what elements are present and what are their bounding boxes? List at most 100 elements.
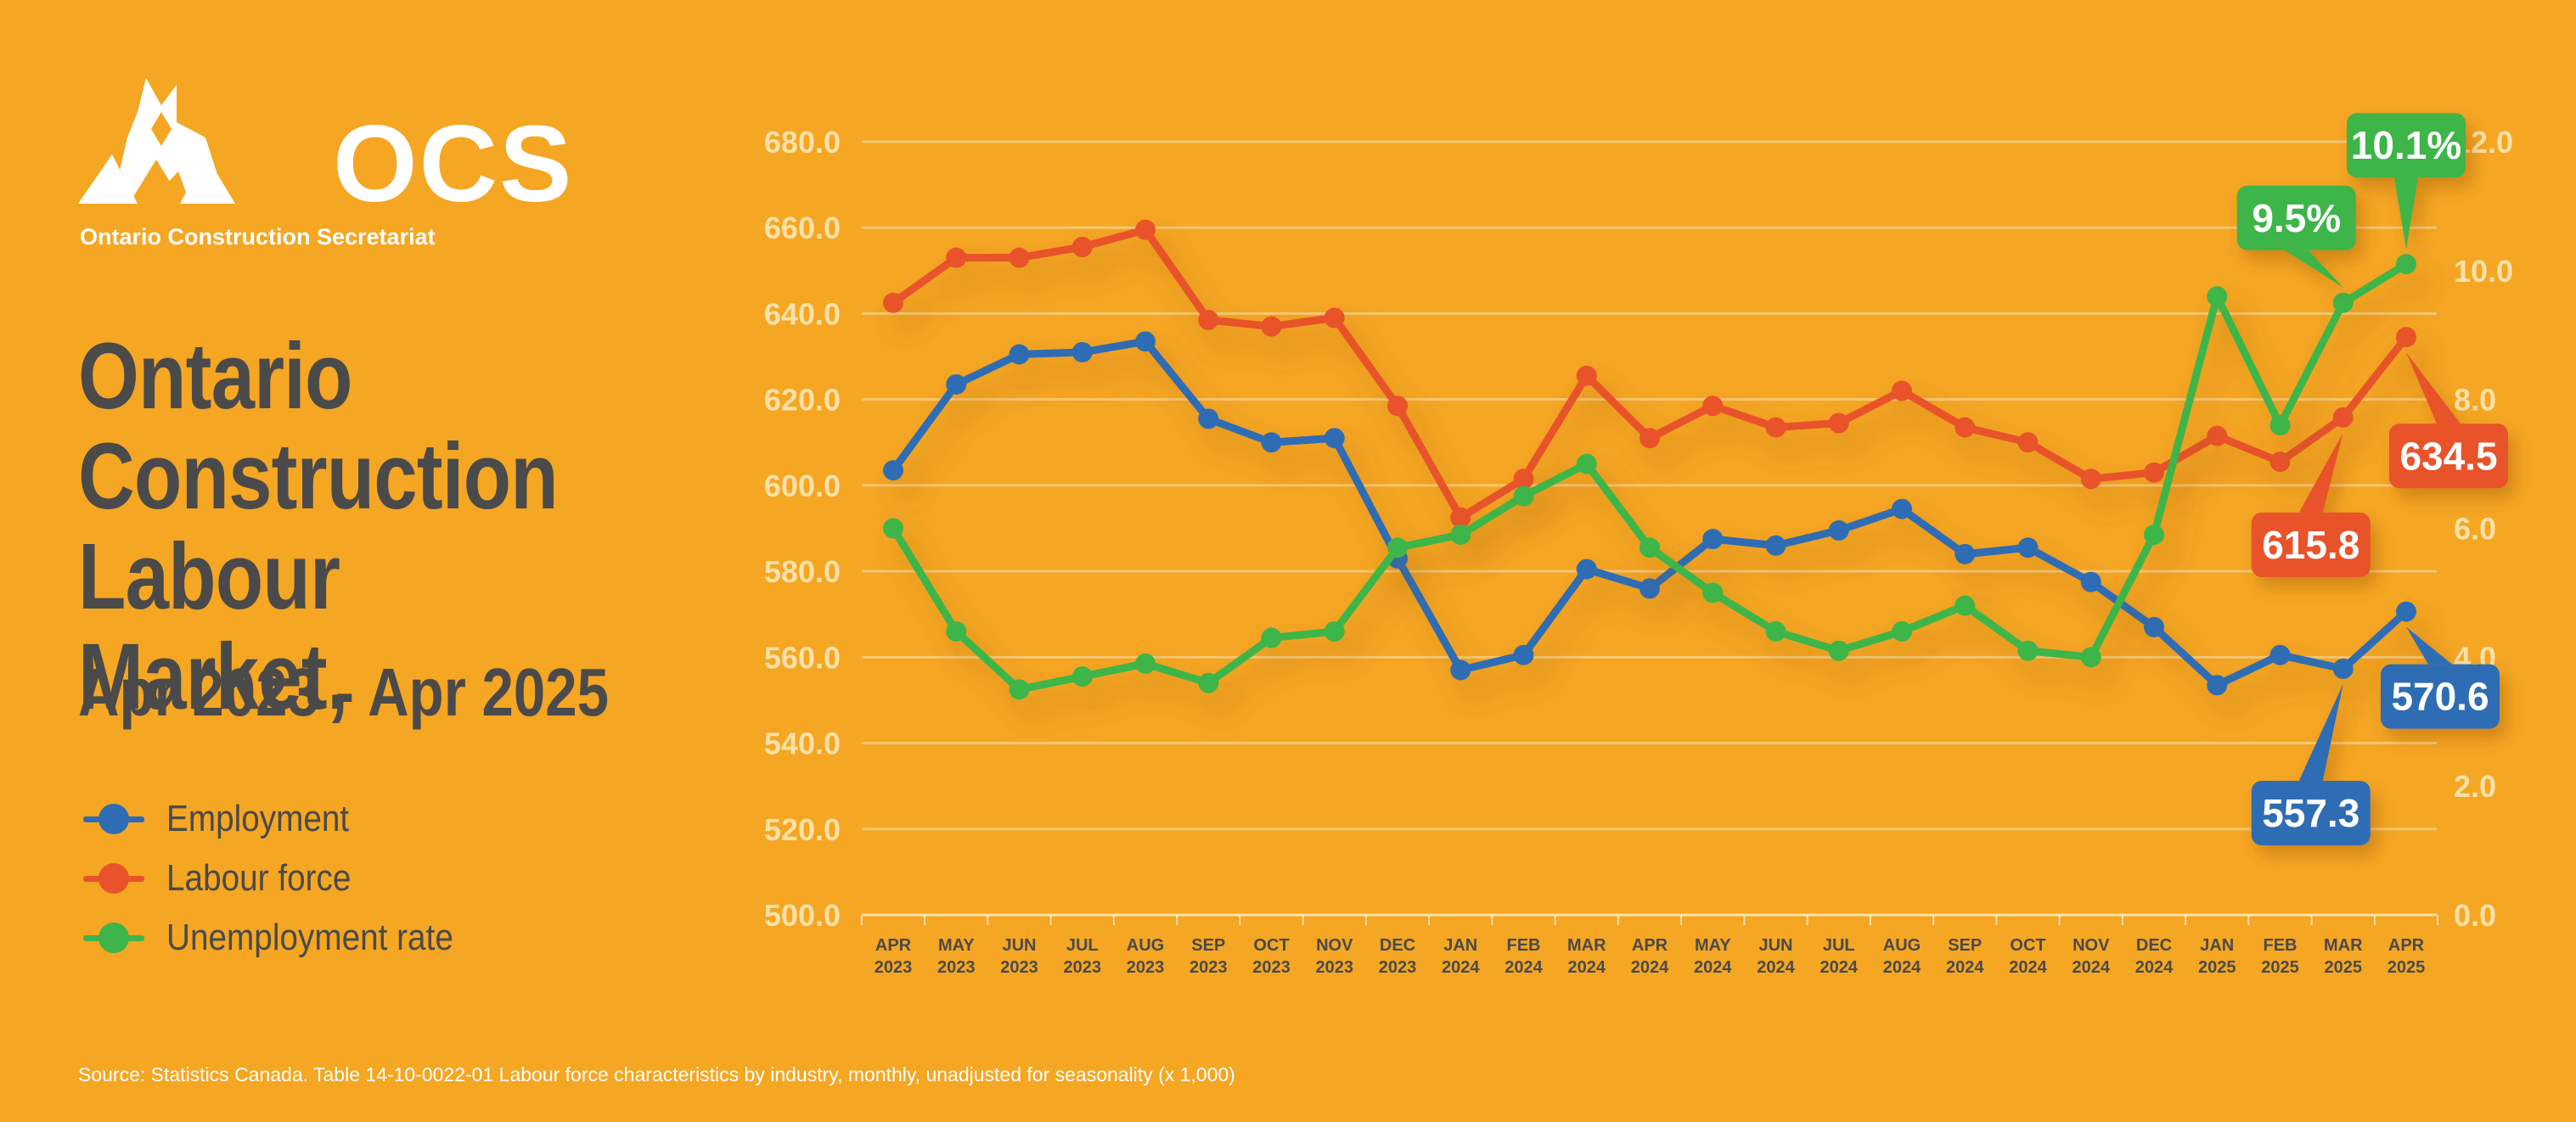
data-point — [1576, 558, 1597, 580]
y-right-tick-label: 2.0 — [2454, 769, 2496, 804]
page-subtitle: Apr 2023 - Apr 2025 — [78, 654, 610, 730]
y-left-tick-label: 560.0 — [764, 640, 841, 675]
x-tick-label-month: OCT — [1253, 936, 1289, 955]
x-tick-label-month: JAN — [1443, 936, 1477, 955]
callout-pointer — [2298, 683, 2343, 781]
y-left-tick-label: 500.0 — [764, 898, 841, 933]
data-point — [1892, 380, 1912, 401]
x-tick-label-year: 2024 — [1631, 958, 1669, 977]
data-point — [1640, 537, 1660, 558]
legend-item-labour-force: Labour force — [83, 849, 492, 908]
callout-text: 615.8 — [2262, 523, 2359, 567]
data-point — [1009, 344, 1030, 365]
data-point — [1450, 525, 1471, 546]
callout-pointer — [2406, 626, 2452, 665]
series — [883, 219, 2416, 700]
data-point — [2396, 254, 2416, 275]
data-point — [2080, 468, 2101, 490]
series-labour-force — [883, 219, 2416, 528]
data-point — [2332, 658, 2354, 679]
data-point — [2332, 292, 2354, 313]
x-tick-label-year: 2023 — [1252, 958, 1291, 977]
callout-box — [2389, 424, 2508, 489]
x-tick-label-year: 2024 — [2135, 958, 2174, 977]
x-tick-label-month: OCT — [2010, 936, 2045, 955]
data-point — [1324, 620, 1345, 642]
x-tick-label-month: DEC — [1380, 936, 1415, 955]
y-left-tick-label: 540.0 — [764, 726, 841, 761]
x-tick-label-month: MAY — [1695, 936, 1731, 955]
data-point — [1702, 529, 1724, 550]
x-tick-label-year: 2024 — [1442, 958, 1480, 977]
data-point — [2017, 640, 2039, 661]
x-tick-label-month: AUG — [1127, 936, 1164, 955]
legend-swatch-unemployment-rate — [83, 921, 144, 955]
data-point — [1954, 595, 1976, 616]
data-point — [1702, 582, 1724, 603]
x-tick-label-year: 2023 — [937, 958, 976, 977]
data-point — [1765, 417, 1786, 438]
legend-item-unemployment-rate: Unemployment rate — [83, 908, 492, 968]
x-tick-label-year: 2024 — [1820, 958, 1859, 977]
x-tick-label-year: 2025 — [2198, 958, 2236, 977]
data-point — [2269, 644, 2291, 665]
callout-box — [2251, 512, 2371, 577]
x-tick-label-year: 2023 — [1190, 958, 1228, 977]
data-point — [1324, 428, 1345, 449]
legend-swatch-employment — [83, 802, 144, 836]
ocs-logo: OCS Ontario Construction Secretariat — [78, 78, 571, 256]
callout-text: 9.5% — [2252, 196, 2341, 240]
callout-text: 557.3 — [2262, 791, 2359, 835]
data-point — [1261, 627, 1282, 648]
callout-text: 570.6 — [2391, 675, 2489, 719]
data-point — [2396, 601, 2416, 622]
callout-label: 570.6 — [2381, 626, 2500, 729]
data-point — [2207, 286, 2228, 307]
y-left-tick-label: 660.0 — [764, 210, 841, 245]
data-point — [1954, 417, 1976, 438]
callout-box — [2347, 113, 2466, 178]
x-tick-label-year: 2024 — [2009, 958, 2047, 977]
x-tick-label-month: DEC — [2136, 936, 2172, 955]
callout-box — [2251, 780, 2371, 845]
data-point — [883, 518, 903, 539]
data-point — [2269, 452, 2291, 473]
x-tick-label-month: JUN — [1002, 936, 1036, 955]
source-note: Source: Statistics Canada. Table 14-10-0… — [78, 1063, 1235, 1086]
data-point — [1450, 659, 1471, 681]
x-tick-label-year: 2024 — [1505, 958, 1543, 977]
x-tick-label-year: 2024 — [1757, 958, 1795, 977]
data-point — [2332, 407, 2354, 428]
series-line — [889, 226, 2410, 522]
data-point — [2144, 462, 2164, 483]
chart-legend: Employment Labour force Unemployment rat… — [83, 789, 492, 968]
y-right-tick-label: 10.0 — [2454, 254, 2513, 289]
logo-text: OCS — [333, 104, 574, 225]
data-point — [2144, 616, 2164, 637]
data-point — [946, 620, 967, 642]
data-point — [2207, 425, 2228, 446]
data-point — [1135, 219, 1156, 240]
x-tick-label-month: JUL — [1066, 936, 1099, 955]
x-tick-label-year: 2025 — [2261, 958, 2299, 977]
x-tick-label-year: 2025 — [2325, 958, 2363, 977]
data-point — [883, 292, 903, 313]
data-point — [1513, 468, 1534, 490]
data-point — [1261, 316, 1282, 337]
legend-item-employment: Employment — [83, 789, 492, 849]
callout-pointer — [2298, 432, 2343, 513]
y-left-tick-label: 600.0 — [764, 468, 841, 503]
data-point — [1387, 537, 1408, 558]
page-title: Ontario Construction Labour Market, — [78, 324, 559, 729]
data-point — [1513, 644, 1534, 665]
data-point — [1009, 247, 1030, 268]
x-tick-label-month: MAR — [2324, 936, 2363, 955]
data-point — [1324, 307, 1345, 328]
y-right-tick-label: 6.0 — [2454, 512, 2496, 547]
data-point — [1071, 236, 1093, 257]
series-employment — [883, 331, 2416, 696]
callout-label: 9.5% — [2236, 185, 2356, 288]
x-tick-label-month: APR — [2388, 936, 2425, 955]
y-right-tick-label: 8.0 — [2454, 383, 2496, 418]
